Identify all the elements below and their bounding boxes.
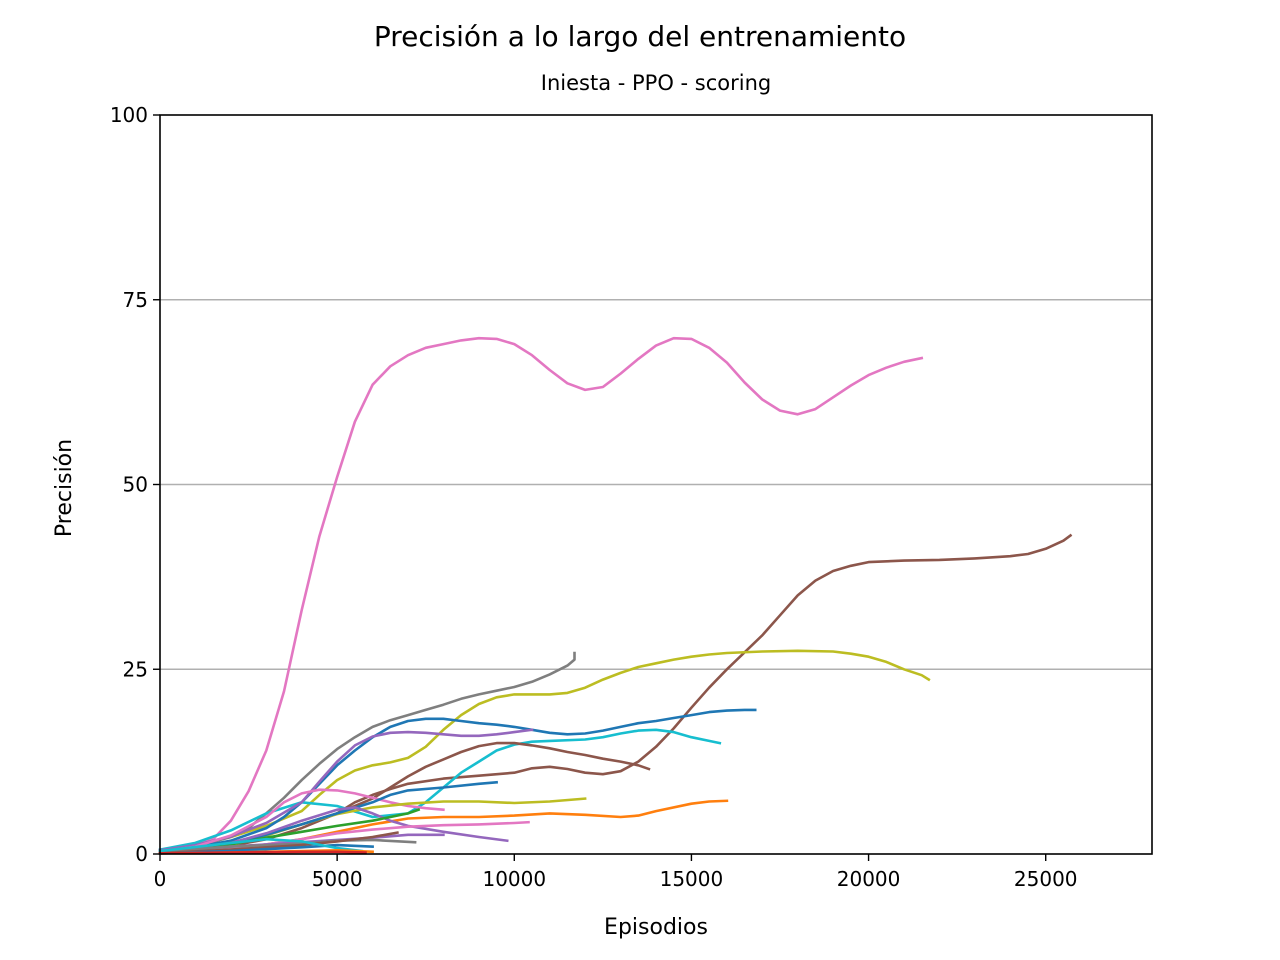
gridlines xyxy=(160,299,1152,670)
x-tick-label: 5000 xyxy=(312,867,363,891)
y-tick-label: 75 xyxy=(123,288,148,312)
x-tick-label: 15000 xyxy=(660,867,724,891)
series-lines xyxy=(158,336,1073,855)
y-tick-label: 25 xyxy=(123,657,148,681)
x-tick-label: 25000 xyxy=(1014,867,1078,891)
x-tick-label: 0 xyxy=(154,867,167,891)
series-line-9 xyxy=(158,788,445,854)
chart-title: Precisión a lo largo del entrenamiento xyxy=(374,20,906,53)
series-line-1 xyxy=(158,336,924,852)
series-line-20 xyxy=(158,837,364,853)
chart-subtitle: Iniesta - PPO - scoring xyxy=(541,71,771,95)
y-tick-label: 50 xyxy=(123,473,148,497)
y-axis-label: Precisión xyxy=(52,439,77,537)
series-line-22 xyxy=(158,850,367,855)
x-tick-label: 10000 xyxy=(482,867,546,891)
y-axis-ticks: 0 25 50 75 100 xyxy=(110,103,160,866)
y-tick-label: 100 xyxy=(110,103,148,127)
x-tick-label: 20000 xyxy=(837,867,901,891)
x-axis-label: Episodios xyxy=(604,915,708,940)
y-tick-label: 0 xyxy=(135,842,148,866)
series-line-3 xyxy=(158,649,931,852)
x-axis-ticks: 0 5000 10000 15000 20000 25000 xyxy=(154,854,1078,891)
series-line-7 xyxy=(158,728,534,852)
